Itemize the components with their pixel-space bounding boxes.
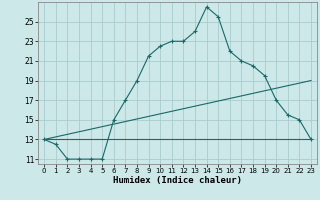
X-axis label: Humidex (Indice chaleur): Humidex (Indice chaleur) [113,176,242,185]
